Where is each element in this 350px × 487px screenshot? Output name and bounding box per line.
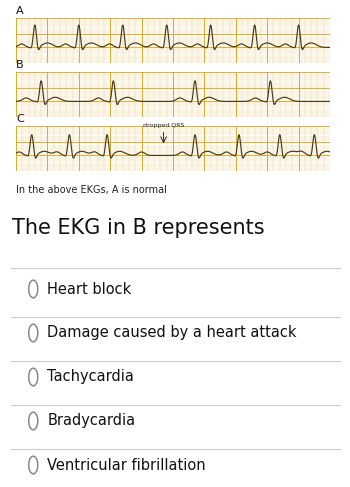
Text: Bradycardia: Bradycardia <box>47 413 135 429</box>
Text: The EKG in B represents: The EKG in B represents <box>13 218 265 238</box>
Text: Ventricular fibrillation: Ventricular fibrillation <box>47 457 206 472</box>
Text: A: A <box>16 6 24 16</box>
Text: dropped QRS: dropped QRS <box>143 123 184 128</box>
Text: Damage caused by a heart attack: Damage caused by a heart attack <box>47 325 297 340</box>
Text: Heart block: Heart block <box>47 281 132 297</box>
Text: C: C <box>16 114 24 124</box>
Text: B: B <box>16 60 24 70</box>
Text: Tachycardia: Tachycardia <box>47 370 134 385</box>
Text: In the above EKGs, A is normal: In the above EKGs, A is normal <box>16 185 167 195</box>
